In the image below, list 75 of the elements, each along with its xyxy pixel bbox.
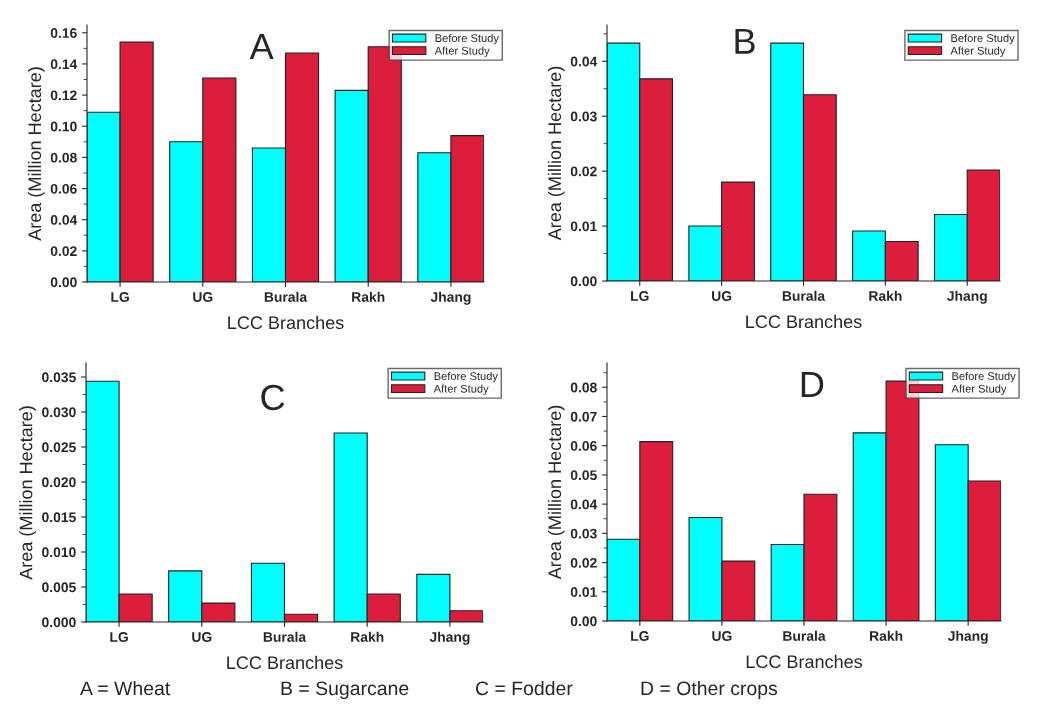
legend-label: After Study <box>950 46 1006 57</box>
y-tick-label: 0.14 <box>50 59 78 70</box>
x-tick-label: Burala <box>782 290 826 301</box>
y-tick-label: 0.10 <box>50 121 77 132</box>
x-tick-label: LG <box>631 631 649 641</box>
y-tick-label: 0.010 <box>42 547 76 558</box>
y-tick-label: 0.08 <box>570 382 597 393</box>
y-axis-title: Area (Million Hectare) <box>19 406 36 580</box>
y-tick-label: 0.07 <box>570 411 597 422</box>
y-tick-label: 0.04 <box>570 499 598 510</box>
text: B = Sugarcane <box>281 681 409 700</box>
y-tick-label: 0.01 <box>570 221 597 232</box>
x-tick-label: Rakh <box>869 290 902 301</box>
x-axis-title: LCC Branches <box>227 655 343 670</box>
y-tick-label: 0.015 <box>42 512 76 523</box>
chart-title: C <box>261 384 285 411</box>
y-tick-label: 0.035 <box>42 372 76 383</box>
y-tick-label: 0.03 <box>570 528 597 539</box>
y-tick-label: 0.020 <box>42 477 76 488</box>
y-tick-label: 0.00 <box>570 616 597 627</box>
x-tick-label: UG <box>712 291 732 301</box>
x-tick-label: Jhang <box>947 290 987 304</box>
y-tick-label: 0.04 <box>570 56 598 67</box>
y-tick-label: 0.01 <box>570 587 597 597</box>
y-tick-label: 0.04 <box>50 215 78 225</box>
x-tick-label: LG <box>110 632 128 642</box>
x-tick-label: Burala <box>263 631 307 642</box>
text: A = Wheat <box>80 680 171 696</box>
x-tick-label: UG <box>712 631 732 641</box>
y-axis-title: Area (Million Hectare) <box>547 66 565 241</box>
x-tick-label: Jhang <box>429 631 470 645</box>
text: D = Other crops <box>641 680 778 700</box>
x-tick-label: Rakh <box>870 630 903 641</box>
y-tick-label: 0.06 <box>50 183 77 194</box>
chart-title: D <box>801 372 824 397</box>
x-tick-label: LG <box>631 291 649 301</box>
legend-label: After Study <box>434 46 490 57</box>
x-axis-title: LCC Branches <box>746 654 863 669</box>
y-tick-label: 0.16 <box>50 28 77 38</box>
x-axis-title: LCC Branches <box>746 314 862 329</box>
y-tick-label: 0.06 <box>570 441 597 451</box>
y-tick-label: 0.030 <box>42 407 76 418</box>
x-tick-label: Jhang <box>947 630 988 644</box>
y-tick-label: 0.025 <box>42 442 76 453</box>
y-tick-label: 0.000 <box>42 617 76 628</box>
x-tick-label: LG <box>111 292 129 302</box>
x-tick-label: Rakh <box>351 631 384 642</box>
x-tick-label: Jhang <box>430 291 471 305</box>
x-tick-label: Burala <box>264 291 308 302</box>
legend-label: After Study <box>433 384 489 395</box>
y-axis-title: Area (Million Hectare) <box>547 405 565 580</box>
y-tick-label: 0.08 <box>50 152 77 163</box>
legend-label: Before Study <box>435 33 499 45</box>
y-tick-label: 0.05 <box>570 470 597 481</box>
legend-label: Before Study <box>434 371 498 383</box>
legend-label: Before Study <box>951 33 1015 45</box>
y-tick-label: 0.00 <box>50 277 77 288</box>
y-tick-label: 0.02 <box>50 246 77 257</box>
y-tick-label: 0.02 <box>570 557 597 568</box>
x-axis-title: LCC Branches <box>228 315 344 330</box>
y-axis-title: Area (Million Hectare) <box>27 67 45 241</box>
text: C = Fodder <box>475 680 573 696</box>
chart-title: B <box>735 28 755 54</box>
x-tick-label: Rakh <box>352 291 385 302</box>
legend-label: After Study <box>951 384 1007 395</box>
y-tick-label: 0.02 <box>570 166 597 177</box>
y-tick-label: 0.03 <box>570 111 597 122</box>
chart-title: A <box>249 34 274 59</box>
x-tick-label: Burala <box>783 630 826 641</box>
y-tick-label: 0.005 <box>42 582 76 593</box>
y-tick-label: 0.12 <box>50 90 77 101</box>
x-tick-label: UG <box>193 292 213 302</box>
legend-label: Before Study <box>952 371 1016 383</box>
x-tick-label: UG <box>192 632 212 642</box>
y-tick-label: 0.00 <box>570 276 597 287</box>
